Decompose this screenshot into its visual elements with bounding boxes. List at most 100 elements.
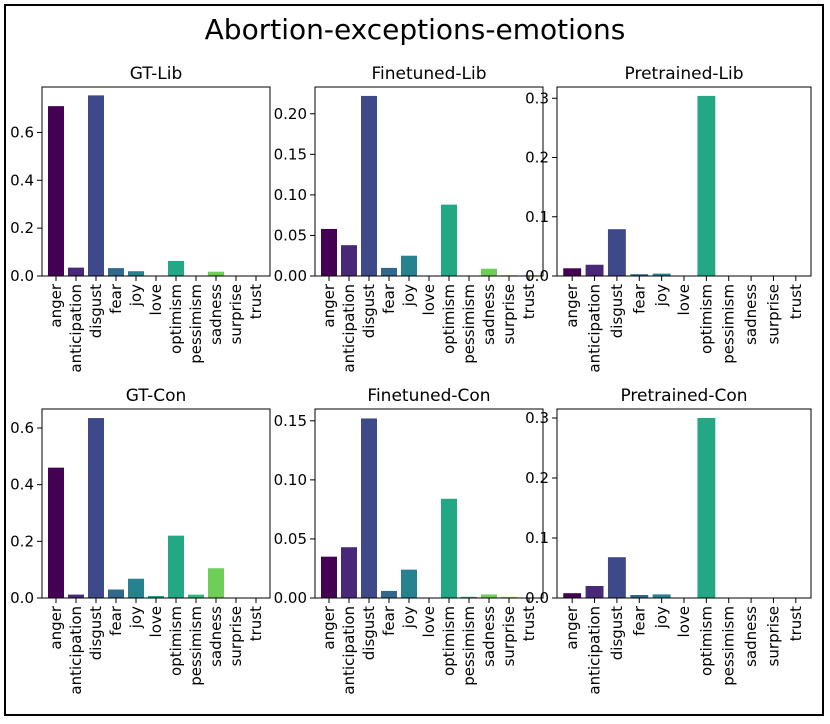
bar-joy [401, 255, 417, 276]
x-tick-label-joy: joy [653, 606, 671, 629]
bar-optimism [168, 535, 184, 598]
bar-optimism [168, 260, 184, 276]
y-tick-label: 0.2 [10, 532, 34, 550]
bar-anticipation [585, 586, 604, 598]
y-tick-label: 0.0 [10, 267, 34, 285]
bar-fear [630, 595, 649, 598]
bar-anger [563, 593, 582, 598]
x-tick-label-fear: fear [380, 283, 398, 314]
x-tick-label-disgust: disgust [360, 284, 378, 338]
bar-anger [563, 268, 582, 276]
y-tick-label: 0.2 [525, 469, 549, 487]
bar-joy [128, 271, 144, 276]
panel-title: GT-Lib [130, 64, 183, 84]
x-tick-label-surprise: surprise [764, 284, 782, 344]
x-tick-label-fear: fear [107, 605, 125, 636]
bar-fear [108, 268, 124, 276]
x-tick-label-pessimism: pessimism [720, 606, 738, 686]
bar-surprise [501, 596, 517, 598]
x-tick-label-pessimism: pessimism [720, 284, 738, 364]
x-tick-label-surprise: surprise [500, 606, 518, 666]
figure-title: Abortion-exceptions-emotions [204, 13, 626, 46]
x-tick-label-fear: fear [630, 283, 648, 314]
x-tick-label-anger: anger [320, 283, 338, 327]
x-tick-label-surprise: surprise [764, 606, 782, 666]
y-tick-label: 0.20 [274, 105, 307, 123]
y-tick-label: 0.10 [274, 471, 307, 489]
y-tick-label: 0.4 [10, 476, 34, 494]
y-tick-label: 0.00 [274, 267, 307, 285]
x-tick-label-anticipation: anticipation [340, 606, 358, 695]
x-tick-label-anger: anger [47, 283, 65, 327]
x-tick-label-anger: anger [47, 605, 65, 649]
axes-frame [556, 86, 812, 277]
x-tick-label-disgust: disgust [87, 606, 105, 660]
x-tick-label-surprise: surprise [500, 284, 518, 344]
x-tick-label-sadness: sadness [742, 284, 760, 345]
y-tick-label: 0.1 [525, 208, 549, 226]
chart-panel-pretrained-lib: 0.0 0.1 0.2 0.3 anger anticipation disgust fear… [525, 64, 812, 373]
x-tick-label-optimism: optimism [697, 284, 715, 354]
x-tick-label-sadness: sadness [742, 606, 760, 667]
bar-disgust [361, 95, 377, 276]
bar-anticipation [68, 594, 84, 598]
panel-title: Finetuned-Lib [371, 64, 486, 84]
x-tick-label-anticipation: anticipation [67, 606, 85, 695]
y-tick-label: 0.1 [525, 529, 549, 547]
x-tick-label-disgust: disgust [360, 606, 378, 660]
x-tick-label-anticipation: anticipation [340, 284, 358, 373]
x-tick-label-trust: trust [247, 606, 265, 641]
panel-title: GT-Con [126, 386, 187, 406]
x-tick-label-fear: fear [107, 283, 125, 314]
bar-anticipation [68, 267, 84, 276]
bar-optimism [441, 204, 457, 276]
y-tick-label: 0.6 [10, 419, 34, 437]
x-tick-label-trust: trust [520, 284, 538, 319]
x-tick-label-sadness: sadness [480, 606, 498, 667]
bar-joy [652, 273, 671, 276]
bar-sadness [481, 268, 497, 276]
y-tick-label: 0.15 [274, 412, 307, 430]
x-tick-label-trust: trust [787, 606, 805, 641]
bar-disgust [607, 557, 626, 598]
y-tick-label: 0.10 [274, 186, 307, 204]
y-tick-label: 0.0 [10, 589, 34, 607]
chart-panel-finetuned-lib: 0.00 0.05 0.10 0.15 0.20 anger anticipation dis… [274, 64, 544, 373]
bar-sadness [481, 594, 497, 598]
x-tick-label-fear: fear [630, 605, 648, 636]
x-tick-label-pessimism: pessimism [460, 284, 478, 364]
bar-joy [401, 569, 417, 598]
y-tick-label: 0.05 [274, 226, 307, 244]
x-tick-label-optimism: optimism [167, 284, 185, 354]
x-tick-label-anticipation: anticipation [67, 284, 85, 373]
x-tick-label-fear: fear [380, 605, 398, 636]
x-tick-label-optimism: optimism [697, 606, 715, 676]
bar-anticipation [585, 264, 604, 276]
chart-panel-pretrained-con: 0.0 0.1 0.2 0.3 anger anticipation disgust fear… [525, 386, 812, 695]
x-tick-label-love: love [147, 284, 165, 315]
x-tick-label-love: love [675, 606, 693, 637]
x-tick-label-sadness: sadness [207, 284, 225, 345]
y-tick-label: 0.05 [274, 530, 307, 548]
x-tick-label-disgust: disgust [608, 284, 626, 338]
y-tick-label: 0.2 [10, 219, 34, 237]
x-tick-label-pessimism: pessimism [460, 606, 478, 686]
x-tick-label-love: love [675, 284, 693, 315]
bar-optimism [697, 95, 716, 276]
y-tick-label: 0.15 [274, 145, 307, 163]
x-tick-label-pessimism: pessimism [187, 606, 205, 686]
x-tick-label-sadness: sadness [480, 284, 498, 345]
bar-anticipation [341, 547, 357, 598]
x-tick-label-joy: joy [127, 284, 145, 307]
x-tick-label-anger: anger [563, 605, 581, 649]
y-tick-label: 0.0 [525, 589, 549, 607]
x-tick-label-love: love [147, 606, 165, 637]
x-tick-label-disgust: disgust [608, 606, 626, 660]
bar-disgust [88, 418, 104, 598]
bar-anger [48, 467, 64, 598]
bar-joy [652, 594, 671, 598]
x-tick-label-surprise: surprise [227, 606, 245, 666]
x-tick-label-optimism: optimism [167, 606, 185, 676]
x-tick-label-joy: joy [127, 606, 145, 629]
